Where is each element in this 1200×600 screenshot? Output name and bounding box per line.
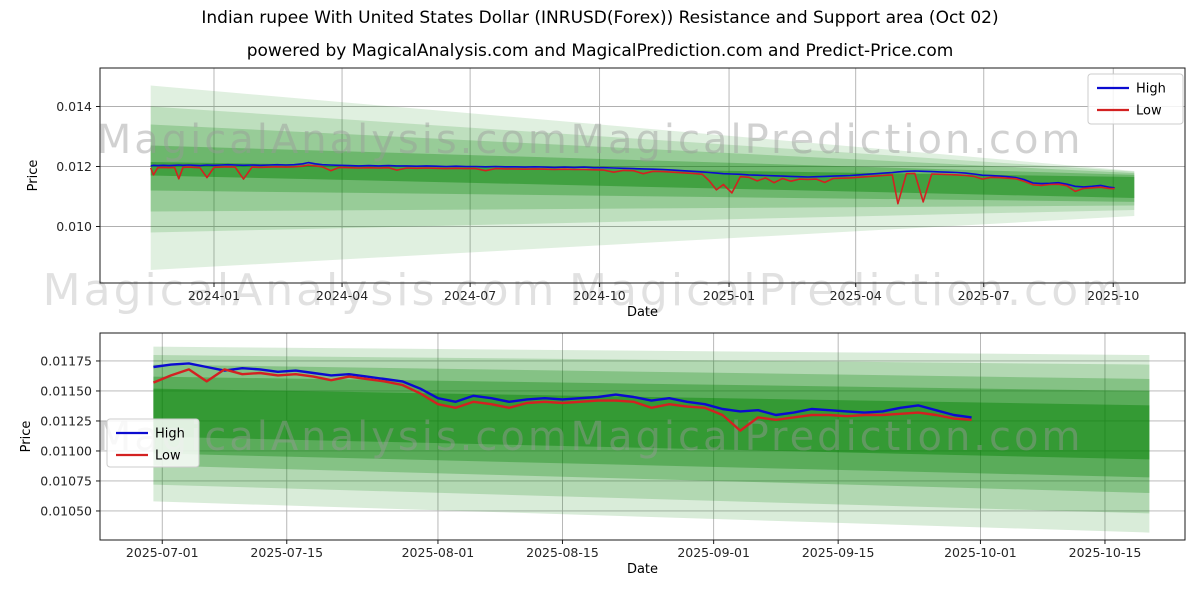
x-axis-label: Date	[627, 562, 658, 577]
band-polygon	[150, 162, 1135, 198]
low-line	[152, 368, 972, 432]
x-axis-label: Date	[627, 305, 658, 320]
x-tick-label: 2024-07	[444, 288, 496, 303]
band-polygon	[153, 364, 1150, 493]
band-polygon	[153, 388, 1150, 460]
band-polygon	[150, 85, 1135, 270]
legend-label: High	[1136, 82, 1166, 97]
x-tick-label: 2025-10	[1087, 288, 1139, 303]
figure-watermark-row: MagicalAnalysis.com MagicalPrediction.com	[43, 265, 1127, 316]
band-polygon	[153, 346, 1150, 533]
x-tick-label: 2025-10-15	[1069, 545, 1142, 560]
y-tick-label: 0.01050	[40, 503, 92, 518]
x-tick-label: 2024-01	[188, 288, 240, 303]
y-tick-label: 0.014	[56, 99, 92, 114]
support-resistance-bands	[153, 346, 1150, 533]
x-tick-label: 2025-09-15	[802, 545, 875, 560]
x-tick-label: 2025-07-01	[126, 545, 199, 560]
chart-full-history: MagicalAnalysis.com MagicalPrediction.com…	[26, 67, 1186, 320]
tick-labels: 2025-07-01 2025-07-15 2025-08-01 2025-08-15…	[40, 353, 1141, 560]
watermark-text: MagicalAnalysis.com	[97, 117, 570, 163]
watermark-text: MagicalPrediction.com	[570, 414, 1083, 460]
band-polygon	[150, 124, 1135, 212]
y-tick-label: 0.01100	[40, 443, 92, 458]
watermark-text: MagicalPrediction.com	[569, 265, 1127, 316]
x-tick-label: 2025-07-15	[250, 545, 323, 560]
low-line	[149, 164, 1115, 205]
chart-subtitle: powered by MagicalAnalysis.com and Magic…	[246, 41, 954, 61]
y-tick-label: 0.012	[56, 159, 92, 174]
band-polygon	[153, 376, 1150, 478]
chart-watermarks: MagicalAnalysis.com MagicalPrediction.com	[97, 414, 1083, 460]
y-tick-label: 0.01150	[40, 383, 92, 398]
watermark-text: MagicalPrediction.com	[570, 117, 1083, 163]
x-tick-label: 2024-04	[316, 288, 368, 303]
watermark-text: MagicalAnalysis.com	[43, 265, 558, 316]
x-tick-label: 2025-04	[830, 288, 882, 303]
high-line	[153, 362, 972, 419]
legend-label: Low	[155, 449, 181, 464]
x-tick-label: 2025-10-01	[944, 545, 1017, 560]
chart-title: Indian rupee With United States Dollar (…	[201, 8, 999, 28]
y-axis-label: Price	[26, 160, 41, 192]
tick-labels: 2024-01 2024-04 2024-07 2024-10 2025-01 2025-…	[56, 99, 1139, 303]
high-line	[150, 161, 1115, 189]
chart-watermarks: MagicalAnalysis.com MagicalPrediction.com	[97, 117, 1083, 163]
x-tick-label: 2025-07	[958, 288, 1010, 303]
legend-box	[106, 418, 200, 468]
y-axis-label: Price	[19, 421, 34, 453]
legend-box	[1087, 73, 1184, 125]
plot-border	[99, 332, 1186, 541]
band-polygon	[153, 355, 1150, 514]
y-tick-label: 0.01075	[40, 473, 92, 488]
x-tick-label: 2025-09-01	[677, 545, 750, 560]
gridlines	[100, 333, 1185, 540]
legend-label: Low	[1136, 104, 1162, 119]
x-tick-label: 2025-01	[703, 288, 755, 303]
plot-border	[99, 67, 1186, 284]
x-tick-label: 2025-08-01	[402, 545, 475, 560]
support-resistance-bands	[150, 85, 1135, 270]
y-tick-label: 0.010	[56, 219, 92, 234]
legend: High Low	[1087, 73, 1184, 125]
x-tick-label: 2025-08-15	[526, 545, 599, 560]
y-tick-label: 0.01175	[40, 353, 92, 368]
x-tick-label: 2024-10	[573, 288, 625, 303]
chart-recent-zoom: MagicalAnalysis.com MagicalPrediction.com…	[19, 332, 1186, 577]
legend-label: High	[155, 427, 185, 442]
y-tick-label: 0.01125	[40, 413, 92, 428]
legend: High Low	[106, 418, 200, 468]
